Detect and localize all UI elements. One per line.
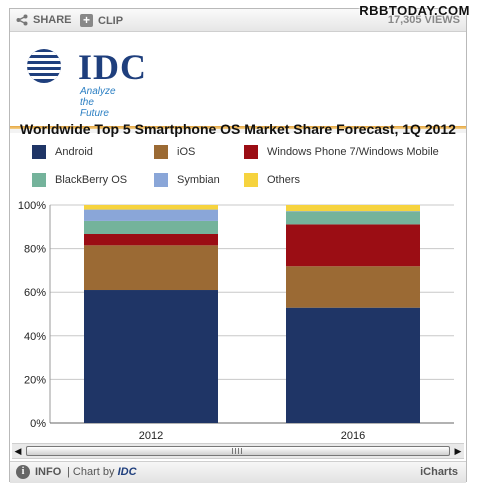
bar-segment-symbian-2012 [84, 209, 218, 221]
legend-label: Android [55, 146, 93, 158]
clip-button[interactable]: + CLIP [80, 14, 123, 27]
y-tick-label: 20% [24, 374, 46, 386]
legend-item-windows-phone: Windows Phone 7/Windows Mobile [244, 145, 439, 159]
legend-label: BlackBerry OS [55, 174, 128, 186]
y-tick-label: 60% [24, 287, 46, 299]
y-tick-label: 40% [24, 331, 46, 343]
bar-segment-android-2016 [286, 307, 420, 423]
scroll-thumb[interactable] [26, 446, 450, 456]
legend-item-others: Others [244, 173, 300, 187]
legend-swatch-blackberry [32, 173, 46, 187]
x-tick-label: 2012 [139, 430, 163, 442]
chart-by-label: | Chart by [67, 466, 115, 478]
info-icon[interactable]: i [16, 465, 30, 479]
horizontal-scrollbar[interactable]: ◀ ▶ [12, 443, 464, 459]
stacked-bar-chart: 0% 20% 40% 60% 80% 100% 2012 2016 [18, 200, 454, 442]
y-tick-label: 100% [18, 200, 46, 212]
y-tick-label: 80% [24, 244, 46, 256]
legend-item-blackberry: BlackBerry OS [32, 173, 127, 187]
share-label: SHARE [33, 14, 72, 26]
bar-segment-others-2012 [84, 205, 218, 210]
legend-label: Others [267, 174, 301, 186]
globe-icon [27, 49, 61, 83]
tagline: Analyze the Future [80, 86, 116, 119]
legend-swatch-android [32, 145, 46, 159]
header-shadow [10, 129, 466, 133]
share-icon [16, 14, 28, 26]
widget-footer: i INFO | Chart by IDC iCharts [10, 461, 466, 483]
bar-segment-ios-2016 [286, 266, 420, 308]
legend-swatch-ios [154, 145, 168, 159]
chart-by-credit: | Chart by IDC [67, 466, 137, 478]
legend-item-ios: iOS [154, 145, 195, 159]
scroll-left-arrow-icon[interactable]: ◀ [14, 446, 22, 456]
chart-by-brand: IDC [117, 466, 137, 478]
legend-label: Windows Phone 7/Windows Mobile [267, 146, 439, 158]
legend-item-symbian: Symbian [154, 173, 220, 187]
bar-segment-blackberry-os-2012 [84, 220, 218, 234]
bar-segment-ios-2012 [84, 245, 218, 291]
share-button[interactable]: SHARE [16, 14, 72, 26]
chart-legend: Android iOS Windows Phone 7/Windows Mobi… [32, 145, 462, 195]
toolbar: SHARE + CLIP 17,305 VIEWS [10, 9, 466, 32]
icharts-link[interactable]: iCharts [420, 466, 458, 478]
x-tick-label: 2016 [341, 430, 365, 442]
legend-label: iOS [177, 146, 196, 158]
brand-header: IDC Analyze the Future [10, 32, 466, 133]
grip-icon [232, 448, 242, 454]
bar-segment-windows-phone-7-windows-mobile-2016 [286, 224, 420, 267]
scroll-right-arrow-icon[interactable]: ▶ [454, 446, 462, 456]
legend-label: Symbian [177, 174, 220, 186]
view-count: 17,305 VIEWS [387, 14, 460, 26]
watermark: RBBTODAY.COM [359, 3, 470, 18]
bar-segment-windows-phone-7-windows-mobile-2012 [84, 233, 218, 246]
chart-widget: SHARE + CLIP 17,305 VIEWS [9, 8, 467, 483]
bar-segment-android-2012 [84, 290, 218, 423]
y-tick-label: 0% [30, 418, 46, 430]
legend-swatch-others [244, 173, 258, 187]
clip-label: CLIP [98, 14, 124, 27]
legend-swatch-symbian [154, 173, 168, 187]
chart-title: Worldwide Top 5 Smartphone OS Market Sha… [20, 121, 456, 137]
legend-swatch-windows-phone [244, 145, 258, 159]
plus-icon: + [80, 14, 93, 27]
legend-item-android: Android [32, 145, 93, 159]
info-link[interactable]: INFO [35, 466, 62, 478]
header-divider [10, 126, 466, 129]
logo-text: IDC [78, 47, 148, 87]
bar-segment-blackberry-os-2016 [286, 211, 420, 225]
bar-segment-others-2016 [286, 205, 420, 212]
